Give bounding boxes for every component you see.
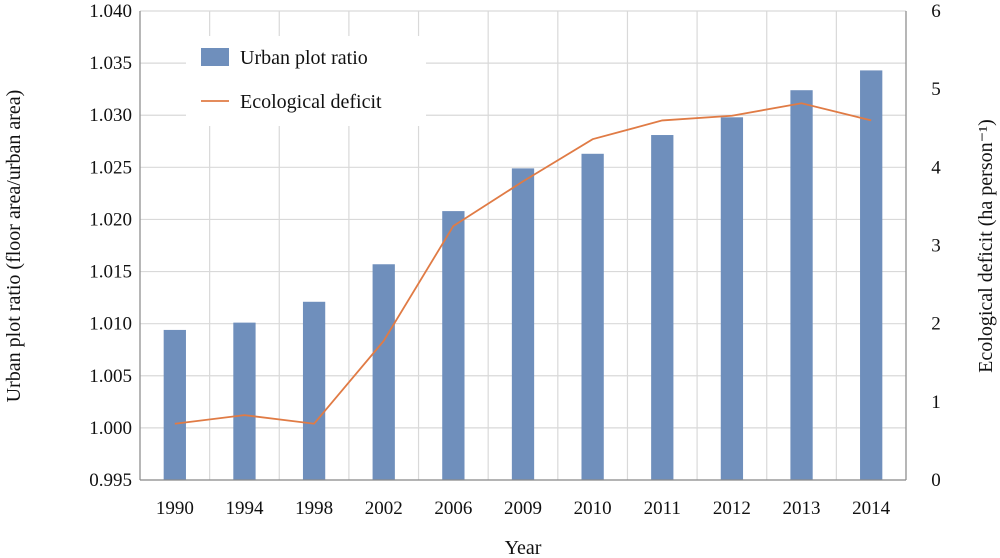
legend-bar-label: Urban plot ratio (240, 47, 368, 69)
left-tick-label: 1.010 (89, 314, 132, 335)
bar-2013 (790, 90, 813, 480)
left-tick-label: 1.035 (89, 53, 132, 74)
legend-bar-swatch (201, 48, 229, 66)
bar-2011 (651, 135, 674, 480)
x-axis-title: Year (505, 537, 542, 558)
x-tick-label: 2010 (574, 498, 612, 519)
right-tick-label: 0 (931, 470, 941, 491)
bar-series (163, 70, 883, 481)
tick-labels: 0.995 1.000 1.005 1.010 1.015 1.020 1.025 1.030… (89, 1, 941, 519)
left-tick-label: 1.040 (89, 1, 132, 22)
left-axis-title: Urban plot ratio (floor area/urban area) (3, 90, 25, 403)
bar-1994 (233, 322, 256, 480)
x-tick-label: 1990 (156, 498, 194, 519)
left-tick-label: 1.030 (89, 105, 132, 126)
x-tick-label: 2014 (852, 498, 891, 519)
bar-2009 (511, 168, 535, 480)
x-tick-label: 2012 (713, 498, 751, 519)
bar-2014 (860, 70, 883, 480)
right-tick-label: 3 (931, 236, 941, 257)
right-tick-label: 6 (931, 1, 941, 22)
x-tick-label: 1998 (295, 498, 333, 519)
x-tick-label: 2013 (783, 498, 821, 519)
axes (139, 11, 907, 481)
right-axis-title: Ecological deficit (ha person⁻¹) (975, 119, 997, 373)
bar-1998 (302, 301, 326, 480)
bar-1990 (163, 329, 186, 480)
left-tick-label: 1.005 (89, 366, 132, 387)
left-tick-label: 1.000 (89, 418, 132, 439)
right-tick-label: 4 (931, 157, 941, 178)
left-tick-label: 0.995 (89, 470, 132, 491)
right-tick-label: 5 (931, 79, 941, 100)
legend: Urban plot ratio Ecological deficit (186, 36, 426, 126)
left-tick-label: 1.020 (89, 209, 132, 230)
x-tick-label: 1994 (225, 498, 264, 519)
x-tick-label: 2011 (644, 498, 681, 519)
bar-2010 (581, 153, 604, 481)
bar-2002 (372, 264, 395, 480)
right-tick-label: 1 (931, 392, 941, 413)
left-tick-label: 1.025 (89, 157, 132, 178)
legend-line-label: Ecological deficit (240, 91, 382, 113)
x-tick-label: 2006 (434, 498, 472, 519)
line-series (174, 102, 872, 425)
right-tick-label: 2 (931, 314, 941, 335)
bar-2012 (720, 117, 744, 480)
x-tick-label: 2009 (504, 498, 542, 519)
left-tick-label: 1.015 (89, 262, 132, 283)
bar-2006 (442, 211, 465, 480)
x-tick-label: 2002 (365, 498, 403, 519)
